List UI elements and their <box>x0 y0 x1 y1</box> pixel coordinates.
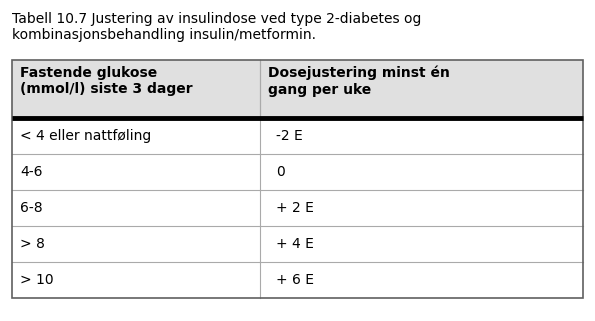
Text: -2 E: -2 E <box>277 129 303 143</box>
Text: Fastende glukose
(mmol/l) siste 3 dager: Fastende glukose (mmol/l) siste 3 dager <box>20 66 193 96</box>
Text: < 4 eller nattføling: < 4 eller nattføling <box>20 129 151 143</box>
Text: > 8: > 8 <box>20 237 45 251</box>
Bar <box>12 60 583 118</box>
Text: > 10: > 10 <box>20 273 54 287</box>
Text: 0: 0 <box>277 165 285 179</box>
Bar <box>12 60 583 298</box>
Text: 4-6: 4-6 <box>20 165 42 179</box>
Text: 6-8: 6-8 <box>20 201 43 215</box>
Text: Tabell 10.7 Justering av insulindose ved type 2-diabetes og
kombinasjonsbehandli: Tabell 10.7 Justering av insulindose ved… <box>12 12 421 42</box>
Text: + 4 E: + 4 E <box>277 237 314 251</box>
Text: + 6 E: + 6 E <box>277 273 314 287</box>
Text: + 2 E: + 2 E <box>277 201 314 215</box>
Text: Dosejustering minst én
gang per uke: Dosejustering minst én gang per uke <box>268 66 450 97</box>
